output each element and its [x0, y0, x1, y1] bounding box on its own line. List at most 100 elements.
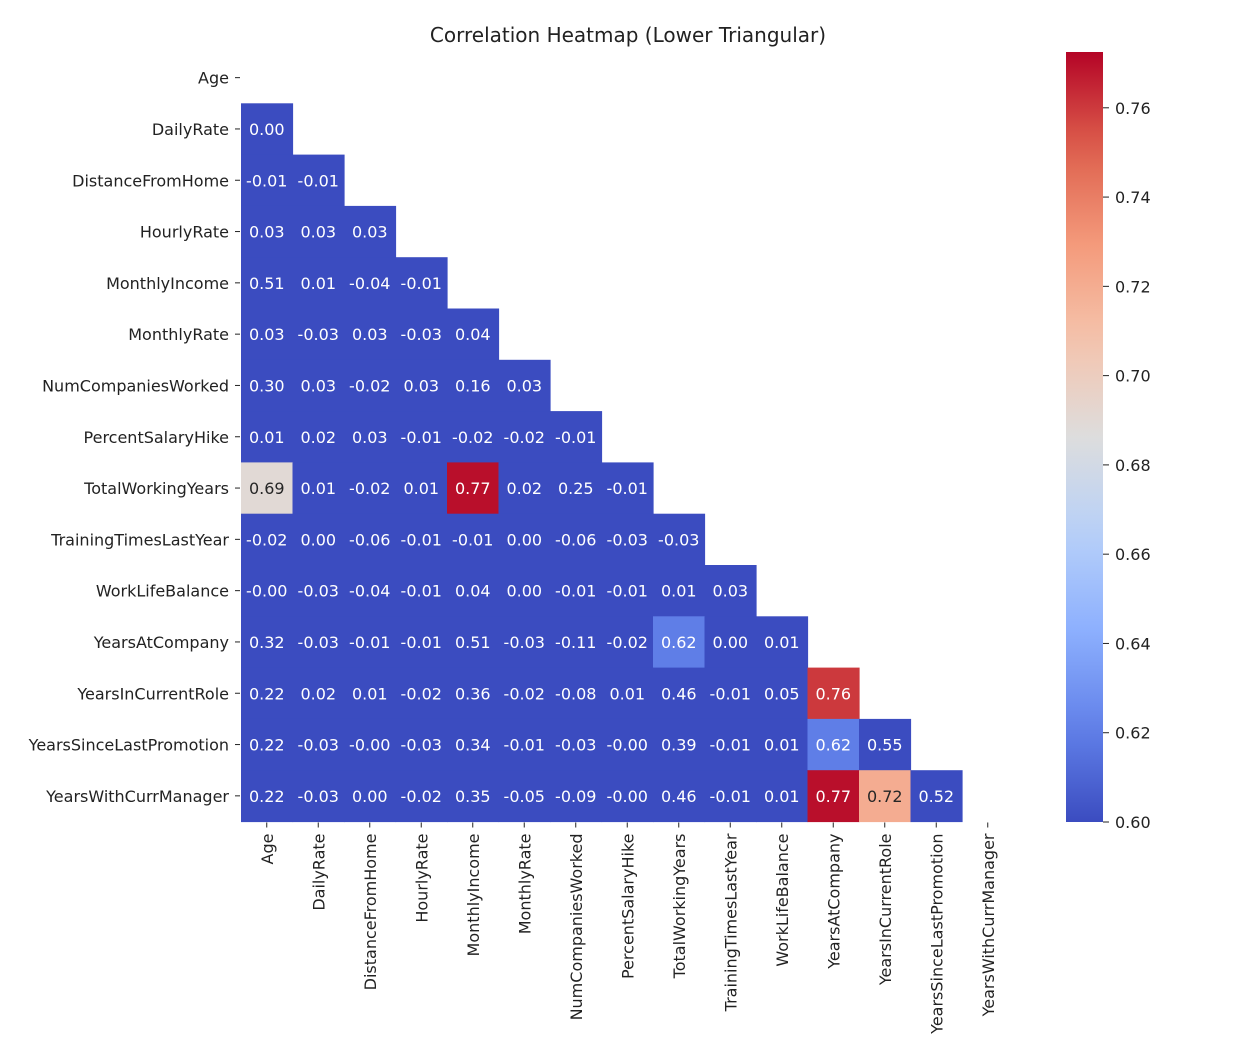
heatmap-cell: [550, 513, 603, 566]
heatmap-cell: [550, 770, 603, 823]
heatmap-cell: [241, 308, 294, 361]
cell-value-label: 0.00: [712, 633, 748, 652]
y-tick-label: NumCompaniesWorked: [42, 376, 229, 395]
heatmap-cell: [395, 718, 448, 771]
y-tick-label: WorkLifeBalance: [96, 582, 229, 601]
heatmap-cell: [601, 565, 654, 617]
x-tick-label: MonthlyIncome: [464, 834, 483, 957]
heatmap-cell: [447, 308, 500, 361]
heatmap-cell: [550, 462, 603, 515]
heatmap-cell: [498, 359, 551, 412]
cell-value-label: -0.02: [349, 479, 390, 498]
cell-value-label: 0.00: [506, 582, 542, 601]
heatmap-cell: [344, 616, 397, 669]
cell-value-label: -0.03: [607, 530, 648, 549]
cell-value-label: -0.01: [452, 530, 493, 549]
heatmap-cell: [498, 667, 551, 720]
heatmap-cell: [601, 616, 654, 669]
heatmap-cell: [344, 308, 397, 361]
cell-value-label: 0.22: [249, 736, 285, 755]
heatmap-cell: [344, 359, 397, 412]
colorbar-tick-label: 0.68: [1115, 456, 1151, 475]
cell-value-label: -0.01: [349, 633, 390, 652]
heatmap-cell: [498, 565, 551, 617]
cell-value-label: -0.03: [298, 736, 339, 755]
cell-value-label: 0.03: [352, 223, 388, 242]
cell-value-label: 0.51: [249, 274, 285, 293]
cell-value-label: 0.77: [455, 479, 491, 498]
cell-value-label: 0.30: [249, 376, 285, 395]
heatmap-cell: [241, 154, 294, 207]
heatmap-cell: [704, 667, 757, 720]
cell-value-label: -0.03: [401, 325, 442, 344]
cell-value-label: 0.22: [249, 787, 285, 806]
heatmap-cell: [756, 616, 809, 669]
heatmap-cell: [395, 257, 448, 310]
heatmap-cell: [653, 667, 706, 720]
cell-value-label: 0.55: [867, 736, 903, 755]
cell-value-label: -0.02: [349, 376, 390, 395]
cell-value-label: 0.01: [661, 582, 697, 601]
cell-value-label: -0.03: [555, 736, 596, 755]
cell-value-label: -0.03: [658, 530, 699, 549]
heatmap-cell: [395, 359, 448, 412]
colorbar-tick-label: 0.60: [1115, 813, 1151, 832]
y-tick-label: YearsAtCompany: [93, 633, 229, 652]
heatmap-cell: [395, 462, 448, 515]
heatmap-cell: [241, 616, 294, 669]
colorbar-tick-label: 0.72: [1115, 277, 1151, 296]
cell-value-label: -0.02: [504, 684, 545, 703]
heatmap-cell: [344, 718, 397, 771]
cell-value-label: -0.01: [607, 479, 648, 498]
cell-value-label: 0.72: [867, 787, 903, 806]
cell-value-label: -0.01: [710, 736, 751, 755]
heatmap-cell: [807, 770, 860, 823]
cell-value-label: 0.01: [300, 479, 336, 498]
heatmap-cell: [859, 770, 912, 823]
heatmap-cell: [241, 667, 294, 720]
x-tick-label: Age: [258, 834, 277, 865]
cell-value-label: -0.05: [504, 787, 545, 806]
cell-value-label: -0.06: [555, 530, 596, 549]
cell-value-label: -0.01: [504, 736, 545, 755]
heatmap-cell: [601, 513, 654, 566]
heatmap-cell: [344, 770, 397, 823]
heatmap-cell: [498, 616, 551, 669]
heatmap-cell: [447, 770, 500, 823]
heatmap-cell: [498, 411, 551, 463]
colorbar: 0.60 0.62 0.64 0.66 0.68 0.70 0.72 0.74 0.76: [1066, 52, 1151, 832]
colorbar-tick-label: 0.76: [1115, 99, 1151, 118]
cell-value-label: 0.46: [661, 787, 697, 806]
heatmap-cell: [241, 103, 294, 156]
cell-value-label: -0.01: [401, 530, 442, 549]
cell-value-label: 0.00: [249, 120, 285, 139]
cell-value-label: -0.03: [504, 633, 545, 652]
x-tick-label: NumCompaniesWorked: [567, 834, 586, 1021]
heatmap-cell: [344, 462, 397, 515]
cell-value-label: 0.77: [815, 787, 851, 806]
cell-value-label: -0.02: [401, 787, 442, 806]
heatmap-cell: [395, 513, 448, 566]
heatmap-cell: [292, 667, 345, 720]
colorbar-gradient: [1066, 52, 1103, 822]
cell-value-label: -0.06: [349, 530, 390, 549]
heatmap-cell: [292, 257, 345, 310]
y-tick-label: YearsInCurrentRole: [76, 684, 229, 703]
cell-value-label: 0.69: [249, 479, 285, 498]
cell-value-label: 0.62: [661, 633, 697, 652]
cell-value-label: 0.32: [249, 633, 285, 652]
cell-value-label: 0.36: [455, 684, 491, 703]
cell-value-label: 0.03: [249, 325, 285, 344]
cell-value-label: 0.02: [300, 684, 336, 703]
cell-value-label: 0.05: [764, 684, 800, 703]
cell-value-label: -0.01: [607, 582, 648, 601]
cell-value-label: 0.22: [249, 684, 285, 703]
heatmap-cell: [344, 667, 397, 720]
x-tick-label: WorkLifeBalance: [773, 834, 792, 967]
cell-value-label: 0.16: [455, 376, 491, 395]
cell-value-label: 0.01: [764, 736, 800, 755]
heatmap-cell: [447, 667, 500, 720]
x-tick-label: DistanceFromHome: [361, 834, 380, 991]
heatmap-cell: [601, 462, 654, 515]
